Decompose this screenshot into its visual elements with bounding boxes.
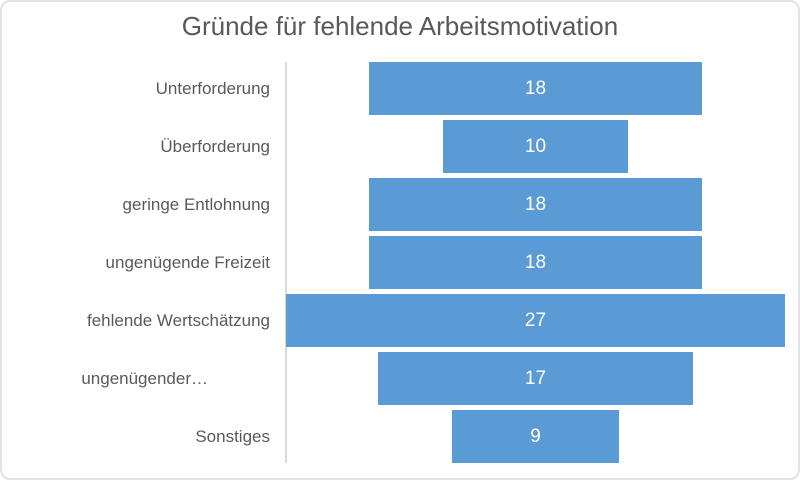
category-axis-line xyxy=(285,62,287,463)
bar-value-label: 17 xyxy=(524,367,547,389)
bar-value-label: 18 xyxy=(524,193,547,215)
bar-value-label: 9 xyxy=(530,425,541,447)
chart-row: Unterforderung 18 xyxy=(0,62,800,115)
chart-row: Sonstiges 9 xyxy=(0,410,800,463)
bar-value-label: 27 xyxy=(524,309,547,331)
bar: 18 xyxy=(369,62,702,115)
bar: 27 xyxy=(285,294,786,347)
chart-row: geringe Entlohnung 18 xyxy=(0,178,800,231)
bar-value-label: 10 xyxy=(524,135,547,157)
category-label: Sonstiges xyxy=(195,427,270,446)
bar: 18 xyxy=(369,178,702,231)
bar-value-label: 18 xyxy=(524,77,547,99)
bar-value-label: 18 xyxy=(524,251,547,273)
bar: 18 xyxy=(369,236,702,289)
category-label: Unterforderung xyxy=(155,79,270,98)
chart-title: Gründe für fehlende Arbeitsmotivation xyxy=(181,11,619,41)
category-label: ungenügende Freizeit xyxy=(105,253,270,272)
bar: 17 xyxy=(378,352,693,405)
chart-row: fehlende Wertschätzung 27 xyxy=(0,294,800,347)
category-label: ungenügender… xyxy=(81,369,208,388)
category-label: Überforderung xyxy=(160,137,270,156)
chart-row: Überforderung 10 xyxy=(0,120,800,173)
chart-row: ungenügende Freizeit 18 xyxy=(0,236,800,289)
bar: 9 xyxy=(452,410,619,463)
chart-row: ungenügender… 17 xyxy=(0,352,800,405)
bar: 10 xyxy=(443,120,628,173)
category-label: fehlende Wertschätzung xyxy=(86,311,270,330)
category-label: geringe Entlohnung xyxy=(122,195,270,214)
